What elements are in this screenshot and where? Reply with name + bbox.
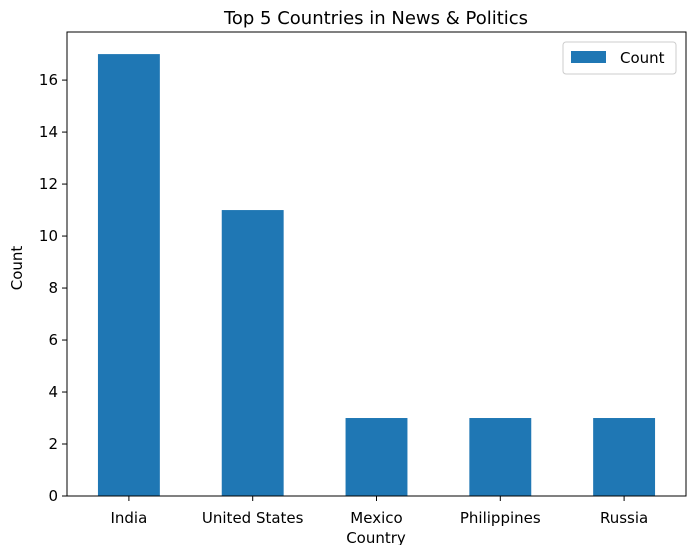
bar-mexico: [345, 418, 408, 496]
legend-label: Count: [620, 49, 665, 67]
bars: [97, 54, 656, 496]
chart-title: Top 5 Countries in News & Politics: [223, 8, 528, 29]
y-tick-label: 0: [48, 487, 58, 505]
bar-united-states: [221, 210, 284, 496]
y-tick-label: 12: [39, 175, 58, 193]
x-tick-label: Russia: [600, 509, 648, 527]
bar-russia: [593, 418, 656, 496]
y-tick-label: 10: [39, 227, 58, 245]
plot-area: 0 2 4 6 8 10 12 14 16 India United States Mexico Ph…: [39, 31, 687, 527]
bar-india: [97, 54, 160, 496]
x-axis-ticks: India United States Mexico Philippines Russi…: [110, 496, 648, 527]
y-tick-label: 4: [48, 383, 58, 401]
bar-philippines: [469, 418, 532, 496]
y-axis-ticks: 0 2 4 6 8 10 12 14 16: [39, 71, 67, 505]
y-tick-label: 8: [48, 279, 58, 297]
y-axis-label: Count: [8, 246, 26, 291]
legend-swatch: [571, 51, 606, 63]
y-tick-label: 16: [39, 71, 58, 89]
legend: Count: [562, 41, 677, 75]
x-tick-label: India: [110, 509, 147, 527]
x-tick-label: Philippines: [460, 509, 541, 527]
y-tick-label: 6: [48, 331, 58, 349]
x-axis-label: Country: [346, 529, 406, 545]
y-tick-label: 14: [39, 123, 58, 141]
x-tick-label: United States: [202, 509, 304, 527]
y-tick-label: 2: [48, 435, 58, 453]
x-tick-label: Mexico: [350, 509, 402, 527]
legend-box: [562, 41, 677, 75]
plot-frame: [66, 31, 687, 497]
